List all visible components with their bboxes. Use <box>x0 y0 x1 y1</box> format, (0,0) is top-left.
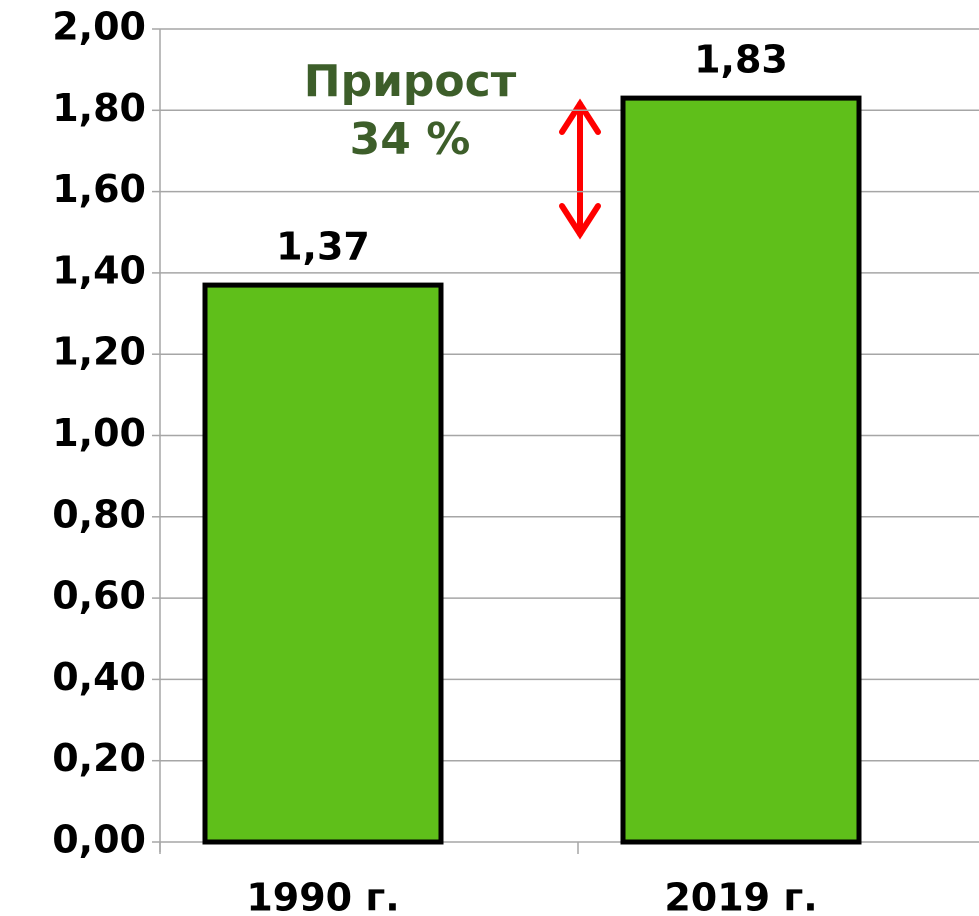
data-label: 1,83 <box>694 38 788 82</box>
y-tick-label: 1,60 <box>52 167 146 211</box>
y-tick-label: 1,80 <box>52 86 146 130</box>
y-tick-label: 0,40 <box>52 655 146 699</box>
y-tick-label: 0,80 <box>52 492 146 536</box>
y-tick-label: 1,00 <box>52 411 146 455</box>
y-tick-label: 1,20 <box>52 330 146 374</box>
arrow <box>559 98 601 240</box>
bar <box>620 95 862 845</box>
annotation: Прирост <box>304 56 517 107</box>
annotation: 34 % <box>350 114 471 165</box>
y-tick-label: 0,00 <box>52 818 146 862</box>
x-tick-label: 1990 г. <box>246 876 399 916</box>
bar <box>202 282 444 845</box>
y-tick-label: 2,00 <box>52 5 146 49</box>
x-tick-label: 2019 г. <box>664 876 817 916</box>
data-label: 1,37 <box>276 225 370 269</box>
y-tick-label: 0,60 <box>52 574 146 618</box>
y-tick-label: 0,20 <box>52 736 146 780</box>
y-tick-label: 1,40 <box>52 248 146 292</box>
